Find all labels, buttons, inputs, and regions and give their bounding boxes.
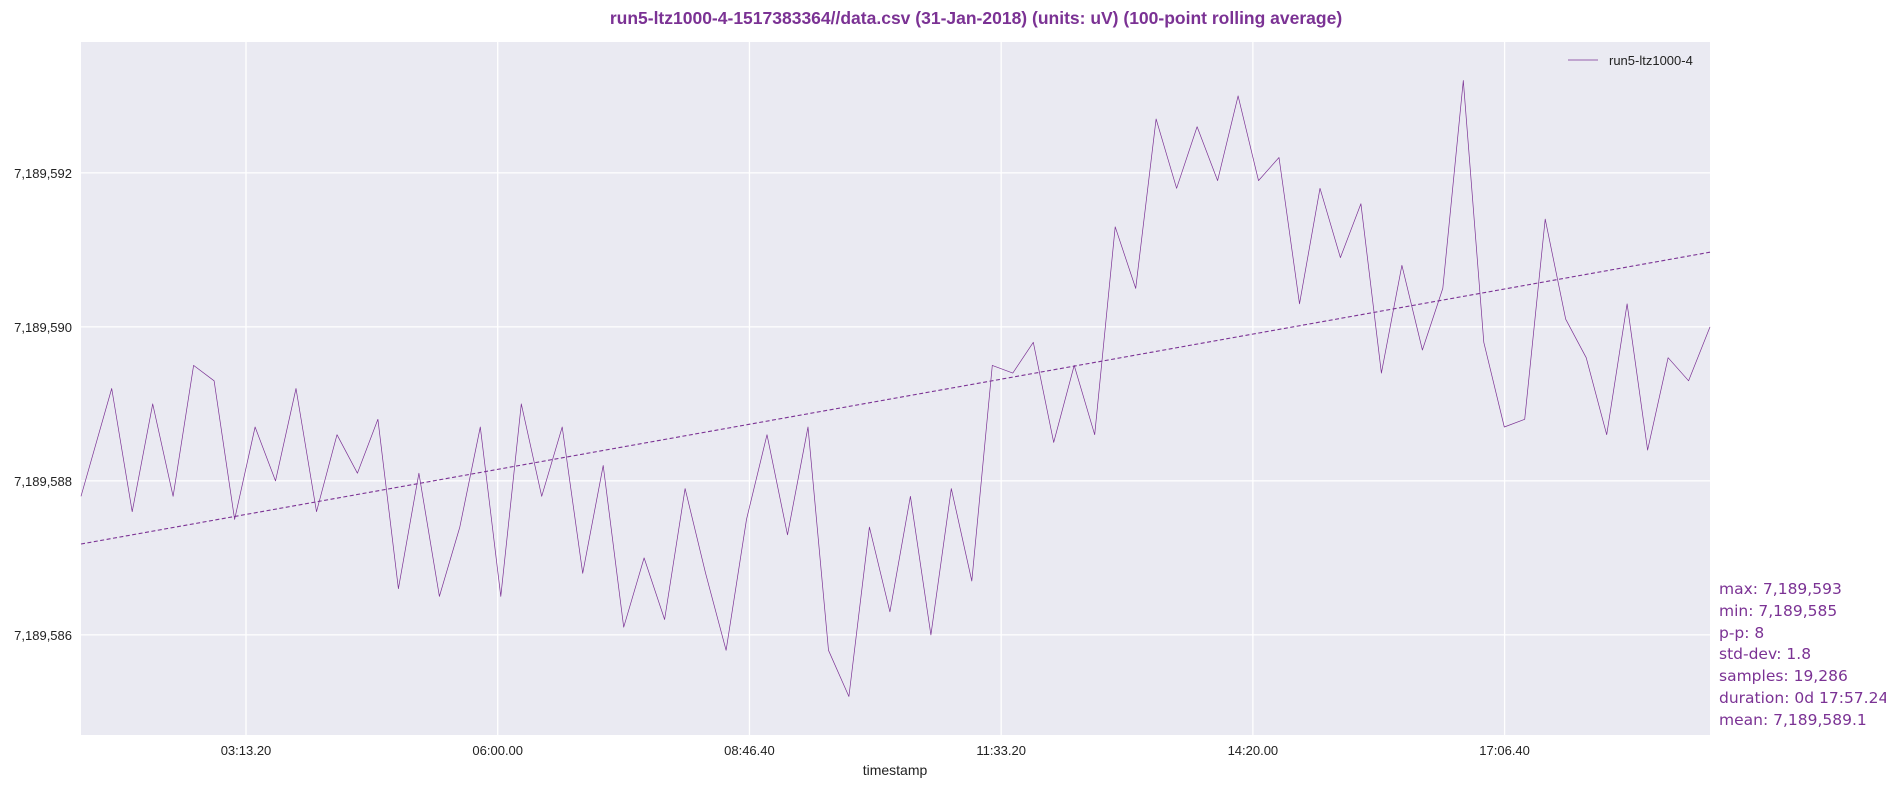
x-tick-label: 14:20.00	[1228, 743, 1279, 758]
x-tick-label: 11:33.20	[976, 743, 1026, 758]
series-line-run5-ltz1000-4	[80, 80, 1711, 697]
stat-mean: mean: 7,189,589.1	[1719, 710, 1867, 729]
stat-min: min: 7,189,585	[1719, 601, 1838, 620]
grid	[81, 42, 1710, 735]
x-axis-label: timestamp	[863, 762, 928, 778]
x-axis: 03:13.20 06:00.00 08:46.40 11:33.20 14:20.00…	[221, 743, 1530, 758]
x-tick-label: 17:06.40	[1479, 743, 1530, 758]
x-tick-label: 03:13.20	[221, 743, 272, 758]
stats-panel: max: 7,189,593 min: 7,189,585 p-p: 8 std…	[1719, 579, 1886, 732]
trend-line	[80, 251, 1711, 545]
series-layer	[80, 80, 1711, 697]
stat-max: max: 7,189,593	[1719, 580, 1842, 598]
stat-peak-to-peak: p-p: 8	[1719, 623, 1765, 642]
x-tick-label: 06:00.00	[472, 743, 523, 758]
stat-std-dev: std-dev: 1.8	[1719, 645, 1812, 664]
plot-area	[81, 42, 1710, 735]
x-tick-label: 08:46.40	[724, 743, 775, 758]
y-tick-label: 7,189,586	[14, 628, 72, 643]
chart-title: run5-ltz1000-4-1517383364//data.csv (31-…	[610, 8, 1342, 28]
stat-samples: samples: 19,286	[1719, 667, 1848, 686]
y-tick-label: 7,189,588	[14, 474, 72, 489]
y-tick-label: 7,189,590	[14, 320, 72, 335]
stat-duration: duration: 0d 17:57.24	[1719, 688, 1886, 707]
y-axis: 7,189,586 7,189,588 7,189,590 7,189,592	[14, 166, 72, 643]
y-tick-label: 7,189,592	[14, 166, 72, 181]
legend-entry: run5-ltz1000-4	[1609, 53, 1693, 68]
legend: run5-ltz1000-4	[1568, 53, 1693, 68]
